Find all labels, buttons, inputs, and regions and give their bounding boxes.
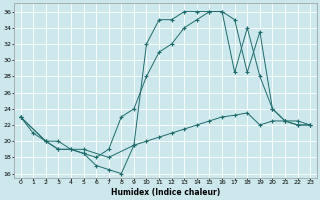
X-axis label: Humidex (Indice chaleur): Humidex (Indice chaleur)	[111, 188, 220, 197]
